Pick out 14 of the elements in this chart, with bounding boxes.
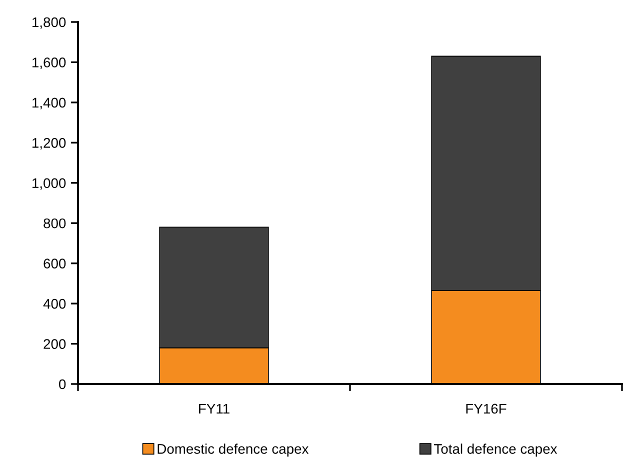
legend-label: Domestic defence capex <box>158 444 309 457</box>
x-tick-label: FY16F <box>466 404 506 414</box>
y-tick-label: 800 <box>44 218 66 228</box>
y-tick-label: 1,800 <box>32 17 66 29</box>
y-tick-label: 400 <box>43 298 66 309</box>
legend-label: Total defence capex <box>434 444 558 457</box>
y-tick-label: 200 <box>44 339 66 349</box>
y-tick-label: 600 <box>44 258 66 269</box>
y-tick-label: 1,000 <box>32 178 66 190</box>
x-tick-label: FY11 <box>199 404 230 414</box>
y-tick-label: 1,200 <box>32 138 66 150</box>
y-tick-label: 0 <box>59 379 66 390</box>
y-tick-label: 1,600 <box>32 58 66 70</box>
y-tick-label: 1,400 <box>32 98 66 110</box>
